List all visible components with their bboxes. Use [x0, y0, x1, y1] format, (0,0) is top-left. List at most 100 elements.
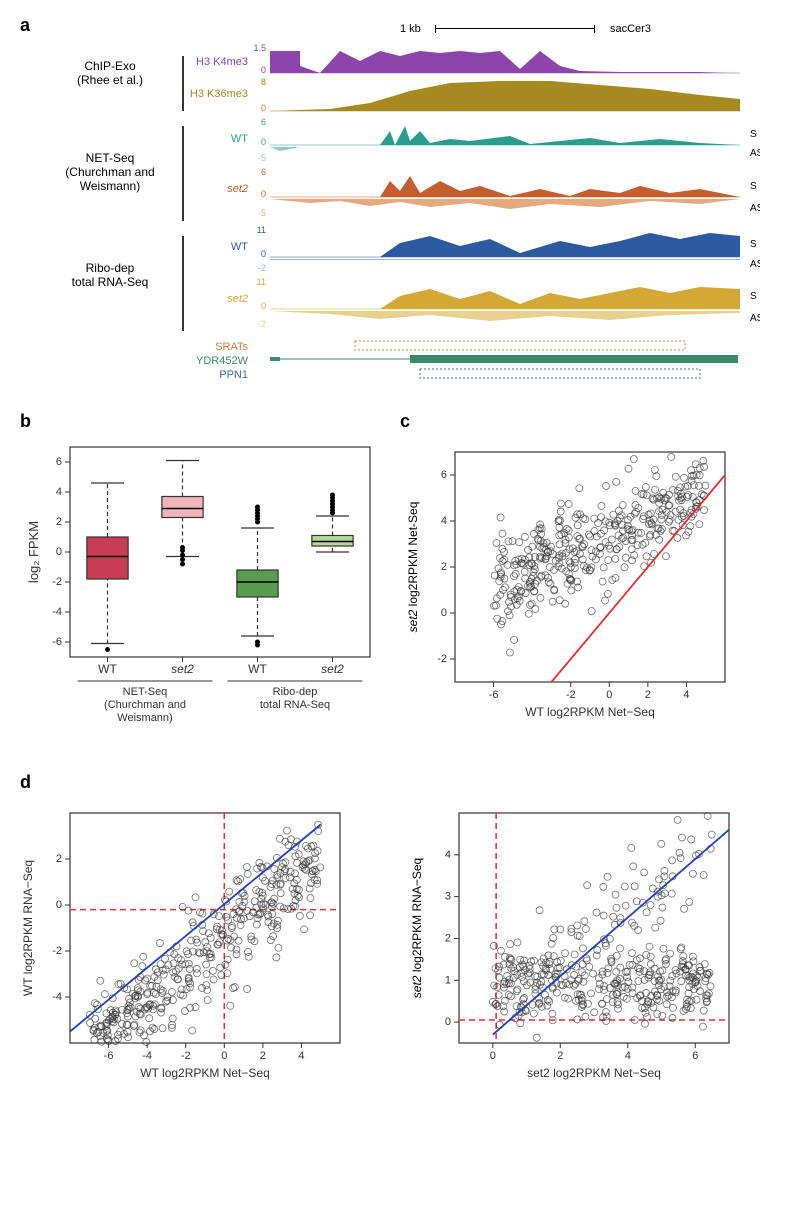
rnaset2-ymin: 0 — [261, 301, 266, 311]
rnawt-ymax: 11 — [257, 225, 266, 235]
svg-text:set2: set2 — [171, 662, 194, 676]
svg-text:-6: -6 — [489, 689, 499, 701]
svg-text:set2: set2 — [321, 662, 344, 676]
group-chip-bar — [182, 56, 184, 111]
netwt-ymax: 6 — [261, 117, 266, 127]
svg-text:6: 6 — [441, 469, 447, 481]
panel-a-left: ChIP-Exo (Rhee et al.) NET-Seq (Churchma… — [40, 41, 250, 386]
rnaset2-asl: AS — [750, 313, 760, 324]
svg-text:-6: -6 — [52, 636, 62, 648]
svg-text:0: 0 — [221, 1050, 227, 1062]
h3k36-shape — [270, 81, 740, 111]
svg-text:Ribo-dep: Ribo-dep — [273, 686, 318, 698]
panel-d-label: d — [20, 772, 768, 793]
svg-text:total RNA-Seq: total RNA-Seq — [260, 699, 330, 711]
rnaset2-as — [270, 311, 740, 321]
svg-text:4: 4 — [683, 689, 689, 701]
rnawt-s: S — [750, 239, 757, 250]
netset2-asmin: -5 — [258, 208, 266, 218]
h3k4-ymax: 1.5 — [253, 43, 266, 53]
ppn1-rect — [420, 369, 700, 378]
svg-text:-2: -2 — [52, 945, 62, 957]
rnaset2-s: S — [750, 291, 757, 302]
svg-text:NET-Seq: NET-Seq — [123, 686, 168, 698]
gene-ydr-label: YDR452W — [188, 355, 248, 367]
group-ribo-label: Ribo-dep total RNA-Seq — [40, 261, 180, 289]
ydr-rect — [410, 355, 738, 363]
svg-text:4: 4 — [56, 486, 62, 498]
rnaset2-ymax: 11 — [257, 277, 266, 287]
svg-text:-2: -2 — [437, 653, 447, 665]
track-rnawt-label: WT — [188, 241, 248, 253]
svg-text:0: 0 — [56, 899, 62, 911]
group-netseq-label: NET-Seq (Churchman and Weismann) — [40, 151, 180, 193]
scale-bar — [435, 28, 595, 29]
svg-text:2: 2 — [645, 689, 651, 701]
h3k36-ymax: 8 — [261, 77, 266, 87]
netwt-asmin: -5 — [258, 153, 266, 163]
panel-d-right: 024601234set2 log2RPKM Net−Seqset2 log2R… — [404, 798, 764, 1098]
h3k36-ymin: 0 — [261, 103, 266, 113]
svg-text:4: 4 — [441, 515, 447, 527]
netwt-as-shape — [270, 147, 740, 151]
rnawt-ymin: 0 — [261, 249, 266, 259]
rnaset2-asmin: -2 — [258, 319, 266, 329]
panel-a-tracks: 1 kb sacCer3 1.5 0 8 0 6 0 — [250, 41, 768, 386]
panel-c-label: c — [400, 411, 750, 432]
svg-text:-4: -4 — [142, 1050, 152, 1062]
svg-text:6: 6 — [693, 1050, 699, 1062]
panel-d: d -6-4-2024-4-202WT log2RPKM Net−SeqWT l… — [20, 772, 768, 1098]
svg-text:1: 1 — [445, 974, 451, 986]
svg-text:0: 0 — [441, 607, 447, 619]
netset2-sense — [270, 176, 740, 197]
panel-a-svg: 1.5 0 8 0 6 0 S -5 AS — [250, 41, 760, 386]
group-netseq-bar — [182, 126, 184, 221]
rnawt-asmin: -2 — [258, 263, 266, 273]
netwt-ymin: 0 — [261, 137, 266, 147]
rnawt-asl: AS — [750, 259, 760, 270]
panel-a-label: a — [20, 15, 768, 36]
gene-ppn1-label: PPN1 — [188, 369, 248, 381]
panel-a: a ChIP-Exo (Rhee et al.) NET-Seq (Church… — [20, 15, 768, 386]
netwt-sense — [270, 126, 740, 145]
svg-text:4: 4 — [625, 1050, 631, 1062]
svg-text:-2: -2 — [52, 576, 62, 588]
svg-text:set2 log2RPKM RNA−Seq: set2 log2RPKM RNA−Seq — [410, 858, 424, 998]
svg-text:4: 4 — [445, 849, 451, 861]
netwt-s: S — [750, 129, 757, 140]
track-netset2-label: set2 — [188, 183, 248, 195]
rnaset2-sense — [270, 287, 740, 309]
panel-a-content: ChIP-Exo (Rhee et al.) NET-Seq (Churchma… — [20, 41, 768, 386]
netset2-as — [270, 199, 740, 209]
svg-text:WT: WT — [248, 662, 267, 676]
ydr-tick — [270, 357, 280, 361]
svg-text:-4: -4 — [52, 606, 62, 618]
panel-b-svg: -6-4-20246log₂ FPKMWTset2WTset2NET-Seq(C… — [20, 437, 390, 737]
svg-text:log₂ FPKM: log₂ FPKM — [26, 521, 41, 583]
panel-b-label: b — [20, 411, 390, 432]
svg-text:2: 2 — [56, 516, 62, 528]
genome-label: sacCer3 — [610, 23, 651, 35]
netset2-ymin: 0 — [261, 189, 266, 199]
rnawt-sense — [270, 233, 740, 257]
svg-text:-2: -2 — [566, 689, 576, 701]
svg-text:set2 log2RPKM Net-Seq: set2 log2RPKM Net-Seq — [406, 502, 420, 633]
netwt-as: AS — [750, 148, 760, 159]
svg-text:0: 0 — [445, 1016, 451, 1028]
panel-b: b -6-4-20246log₂ FPKMWTset2WTset2NET-Seq… — [20, 411, 390, 737]
netset2-ymax: 6 — [261, 167, 266, 177]
track-rnaset2-label: set2 — [188, 293, 248, 305]
svg-text:WT: WT — [98, 662, 117, 676]
track-netwt-label: WT — [188, 133, 248, 145]
rnawt-as — [270, 259, 740, 260]
track-h3k36me3-label: H3 K36me3 — [188, 88, 248, 100]
svg-text:WT log2RPKM RNA−Seq: WT log2RPKM RNA−Seq — [21, 860, 35, 996]
svg-text:2: 2 — [56, 853, 62, 865]
svg-text:0: 0 — [56, 546, 62, 558]
svg-text:3: 3 — [445, 891, 451, 903]
group-chip-label: ChIP-Exo (Rhee et al.) — [40, 59, 180, 87]
track-h3k4me3-label: H3 K4me3 — [188, 56, 248, 68]
svg-text:Weismann): Weismann) — [117, 712, 172, 724]
svg-text:2: 2 — [558, 1050, 564, 1062]
svg-text:0: 0 — [606, 689, 612, 701]
